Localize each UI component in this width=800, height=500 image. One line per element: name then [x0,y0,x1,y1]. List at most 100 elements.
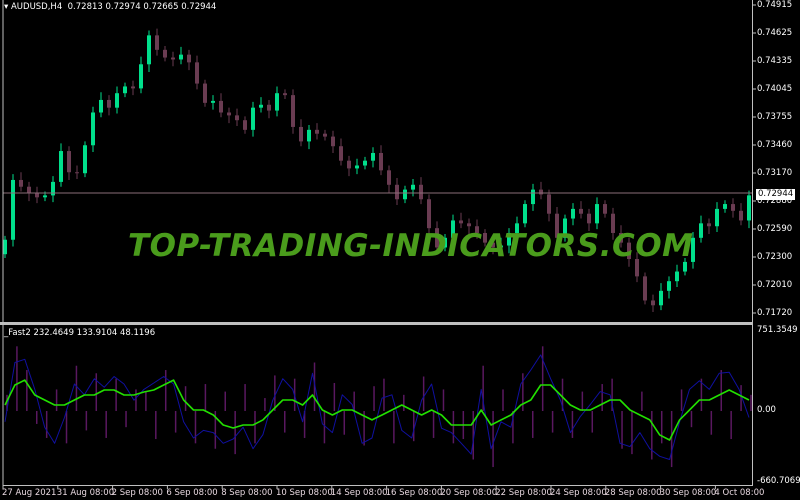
bear-candle [587,213,591,224]
bear-candle [603,204,607,214]
time-axis-label: 24 Sep 08:00 [550,488,607,498]
bear-candle [243,120,247,130]
bull-candle [515,223,519,233]
price-axis-label: 0.74335 [757,56,793,66]
watermark: TOP-TRADING-INDICATORS.COM [128,228,694,264]
bear-candle [643,276,647,301]
bull-candle [123,86,127,94]
symbol-label: AUDUSD,H4 [10,2,63,12]
bull-candle [275,93,279,111]
bull-candle [675,271,679,282]
price-axis-label: 0.74625 [757,28,793,38]
bear-candle [163,49,167,58]
bear-candle [459,220,463,224]
price-axis-label: 0.72010 [757,280,793,290]
bull-candle [363,160,367,166]
bear-candle [475,226,479,233]
bear-candle [187,54,191,63]
bear-candle [267,104,271,111]
bull-candle [251,107,255,130]
bear-candle [483,232,487,243]
time-axis-label: 4 Oct 08:00 [714,488,765,498]
ohlc-label: 0.72813 0.72974 0.72665 0.72944 [67,2,217,12]
time-axis-label: 28 Sep 08:00 [604,488,662,498]
bull-candle [211,100,215,103]
bull-candle [723,204,727,209]
bear-candle [315,129,319,134]
time-axis-label: 27 Aug 2021 [2,488,57,498]
bear-candle [155,35,159,50]
bull-candle [99,99,103,113]
bear-candle [131,86,135,89]
bear-candle [203,83,207,103]
bull-candle [443,237,447,248]
signal-line [4,379,750,441]
bull-candle [91,112,95,146]
bear-candle [339,146,343,161]
bull-candle [3,239,7,255]
indicator-axis-min: -660.7069 [757,476,800,486]
bull-candle [659,290,663,306]
time-axis-label: 30 Sep 08:00 [659,488,717,498]
bear-candle [611,213,615,233]
price-axis-label: 0.73755 [757,112,793,122]
bear-candle [387,170,391,185]
time-axis-label: 14 Sep 08:00 [330,488,388,498]
bear-candle [395,184,399,200]
bull-candle [59,151,63,182]
time-axis-label: 16 Sep 08:00 [385,488,443,498]
bull-candle [571,208,575,219]
bear-candle [739,210,743,221]
bull-candle [691,237,695,262]
time-axis-label: 20 Sep 08:00 [440,488,498,498]
bull-candle [595,204,599,224]
bull-candle [115,93,119,108]
bear-candle [219,100,223,113]
indicator-layer [4,346,752,468]
bull-candle [307,129,311,142]
panel-divider[interactable] [0,322,753,325]
bear-candle [235,115,239,121]
bear-candle [195,62,199,84]
bull-candle [667,281,671,291]
bear-candle [347,160,351,169]
bull-candle [699,223,703,238]
bear-candle [731,204,735,211]
bull-candle [147,35,151,65]
dropdown-triangle-icon[interactable]: ▾ [4,2,9,12]
indicator-title: _Fast2 232.4649 133.9104 48.1196 [4,328,156,338]
bull-candle [411,184,415,190]
price-axis-label: 0.72590 [757,224,793,234]
bear-candle [435,228,439,248]
indicator-axis-zero: 0.00 [757,405,776,415]
bull-candle [715,208,719,227]
bear-candle [491,242,495,248]
bull-candle [747,195,751,221]
bull-candle [531,189,535,205]
bull-candle [499,245,503,248]
bear-candle [283,93,287,96]
time-axis-label: 8 Sep 08:00 [221,488,273,498]
bull-candle [179,54,183,60]
bear-candle [619,232,623,243]
bear-candle [707,223,711,227]
bear-candle [227,112,231,116]
bear-candle [635,259,639,277]
bull-candle [507,232,511,246]
price-axis-label: 0.74045 [757,84,793,94]
bear-candle [555,213,559,238]
price-axis-label: 0.72300 [757,252,793,262]
time-axis-label: 6 Sep 08:00 [166,488,218,498]
price-axis-label: 0.73460 [757,140,793,150]
bear-candle [467,223,471,227]
time-axis-label: 10 Sep 08:00 [276,488,333,498]
bull-candle [355,165,359,169]
time-axis-label: 22 Sep 08:00 [495,488,552,498]
time-axis-label: 31 Aug 08:00 [56,488,115,498]
bear-candle [323,133,327,137]
bear-candle [331,136,335,147]
bull-candle [43,195,47,198]
bear-candle [67,151,71,173]
bull-candle [139,64,143,89]
